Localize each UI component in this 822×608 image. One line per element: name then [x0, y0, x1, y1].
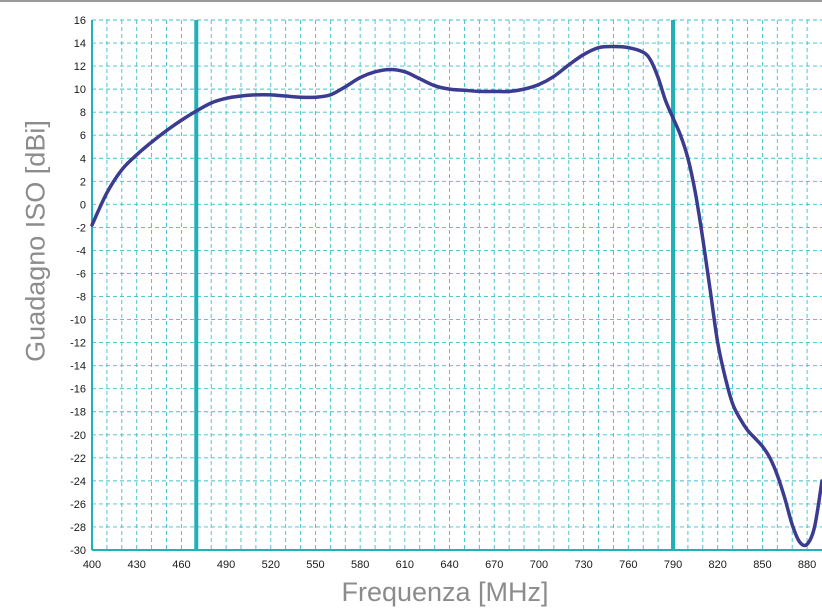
x-tick-label: 790 [664, 559, 682, 571]
y-tick-label: 6 [80, 130, 86, 142]
x-tick-label: 880 [798, 559, 816, 571]
x-tick-label: 430 [128, 559, 146, 571]
axes [91, 20, 822, 551]
x-tick-label: 850 [753, 559, 771, 571]
y-tick-label: 4 [80, 153, 86, 165]
x-tick-label: 640 [440, 559, 458, 571]
y-tick-label: 16 [74, 15, 86, 27]
y-tick-label: -24 [70, 476, 86, 488]
y-tick-label: -12 [70, 338, 86, 350]
x-tick-label: 610 [396, 559, 414, 571]
x-tick-label: 670 [485, 559, 503, 571]
y-tick-label: -14 [70, 361, 86, 373]
x-tick-label: 760 [619, 559, 637, 571]
y-tick-label: -26 [70, 499, 86, 511]
x-tick-label: 520 [262, 559, 280, 571]
x-tick-label: 460 [172, 559, 190, 571]
y-tick-label: 2 [80, 176, 86, 188]
x-tick-label: 400 [83, 559, 101, 571]
tick-labels: 16 14 12 10 8 6 4 2 0 -2 -4 -6 -8 -10 -12 -14 -16 -18 -20 -… [70, 15, 816, 571]
y-tick-label: -4 [76, 245, 86, 257]
band-markers [194, 20, 676, 550]
y-tick-label: 8 [80, 107, 86, 119]
top-border [0, 0, 822, 2]
y-tick-label: -28 [70, 522, 86, 534]
y-tick-label: 12 [74, 61, 86, 73]
y-tick-label: -16 [70, 384, 86, 396]
x-tick-label: 580 [351, 559, 369, 571]
x-tick-label: 550 [306, 559, 324, 571]
y-tick-label: 14 [74, 38, 86, 50]
y-tick-label: -2 [76, 222, 86, 234]
x-tick-label: 700 [530, 559, 548, 571]
y-tick-label: 10 [74, 84, 86, 96]
x-tick-label: 490 [217, 559, 235, 571]
y-tick-label: -18 [70, 407, 86, 419]
x-axis-label: Frequenza [MHz] [341, 577, 549, 607]
x-tick-label: 730 [574, 559, 592, 571]
y-tick-label: -20 [70, 430, 86, 442]
gain-series-line [90, 44, 822, 548]
y-tick-label: -30 [70, 545, 86, 557]
y-tick-label: -6 [76, 268, 86, 280]
series [90, 44, 822, 548]
y-tick-label: -10 [70, 315, 86, 327]
grid [92, 19, 822, 550]
y-tick-label: -8 [76, 292, 86, 304]
x-tick-label: 820 [709, 559, 727, 571]
y-tick-label: -22 [70, 453, 86, 465]
y-tick-label: 0 [80, 199, 86, 211]
